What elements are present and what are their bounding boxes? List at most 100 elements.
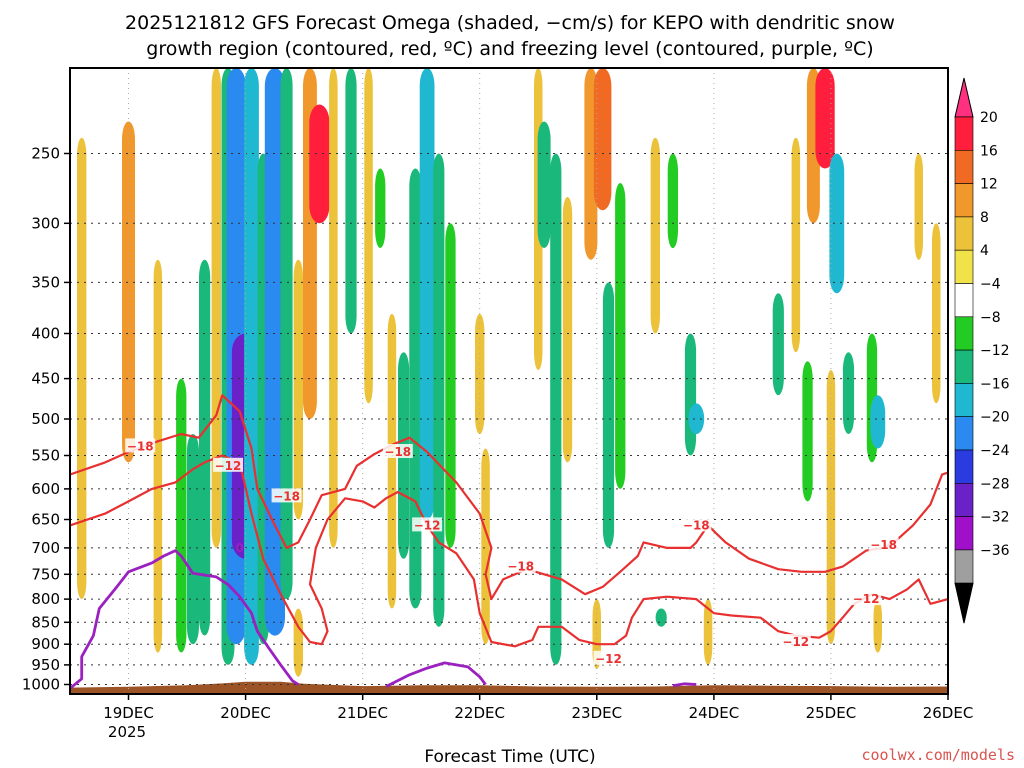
dgz-label-bg xyxy=(125,438,156,453)
omega-shade-region xyxy=(826,370,836,645)
omega-shade-region xyxy=(703,599,713,665)
colorbar-swatch xyxy=(954,349,974,384)
omega-shade-region xyxy=(802,361,813,502)
dgz-contour-label: −18 xyxy=(870,538,897,552)
freezing-contour-label: 0 xyxy=(236,541,244,555)
dgz-contour-label: −12 xyxy=(215,459,242,473)
omega-shade-region xyxy=(293,259,303,520)
plot-area: −18 −12 −18 −18 −12 −18 −12 −18 −12 −18 −12 0 xyxy=(69,67,949,695)
omega-shade-region xyxy=(345,68,357,334)
dgz-label-bg xyxy=(505,558,536,573)
dgz-contour-label: −12 xyxy=(853,592,880,606)
dgz-label-bg xyxy=(382,444,413,458)
omega-shade-region xyxy=(293,608,303,677)
omega-shade-region xyxy=(387,313,397,609)
colorbar-swatch xyxy=(954,549,974,584)
colorbar-swatch xyxy=(954,316,974,351)
x-tick-label: 21DEC xyxy=(337,704,388,722)
omega-shade-region xyxy=(176,378,187,653)
y-tick-label: 1000 xyxy=(22,676,60,694)
omega-shade-region xyxy=(593,68,612,211)
omega-shade-region xyxy=(688,403,705,435)
y-tick-label: 400 xyxy=(31,325,60,343)
omega-shade-region xyxy=(445,223,456,548)
omega-shade-region xyxy=(186,434,199,645)
dgz-label-bg xyxy=(271,488,302,503)
omega-shade-region xyxy=(815,68,835,169)
colorbar-label: −8 xyxy=(980,310,1001,326)
colorbar-label: −24 xyxy=(980,443,1010,459)
colorbar-swatch xyxy=(954,383,974,417)
contour-labels: −18 −12 −18 −18 −12 −18 −12 −18 −12 −18 −12 0 xyxy=(125,438,899,666)
x-tick-label: 23DEC xyxy=(572,704,623,722)
dgz-label-bg xyxy=(780,634,811,648)
terrain-fill xyxy=(70,681,948,694)
y-axis: 250 300 350 400 450 500 550 600 650 700 750 800 850 9… xyxy=(22,145,70,694)
dgz-label-bg xyxy=(681,517,712,532)
dgz-label-bg xyxy=(593,650,624,665)
colorbar-swatch xyxy=(954,516,974,551)
y-tick-label: 700 xyxy=(31,539,60,557)
omega-shade-region xyxy=(667,153,678,249)
y-tick-label: 300 xyxy=(31,214,60,232)
credit-text: coolwx.com/models xyxy=(861,746,1015,764)
freezing-level-contour xyxy=(672,682,697,688)
colorbar-label: −32 xyxy=(980,510,1010,526)
colorbar-swatch xyxy=(954,150,974,184)
dgz-contour-label: −18 xyxy=(507,560,534,574)
colorbar-swatch xyxy=(954,416,974,451)
omega-shade-region xyxy=(153,259,163,653)
dgz-contour-label: −18 xyxy=(683,518,710,532)
x-tick-label: 19DEC xyxy=(103,704,154,722)
y-tick-label: 650 xyxy=(31,511,60,529)
y-tick-label: 550 xyxy=(31,447,60,465)
colorbar-swatch xyxy=(954,216,974,251)
omega-shade-region xyxy=(655,608,667,627)
dgz-contour-label: −12 xyxy=(595,652,622,666)
omega-shade-region xyxy=(419,68,435,520)
omega-shade-region xyxy=(244,68,259,665)
y-tick-label: 750 xyxy=(31,565,60,583)
omega-shade-region xyxy=(615,183,626,489)
omega-shade-region xyxy=(870,395,886,449)
colorbar-swatch xyxy=(954,283,974,318)
y-tick-label: 250 xyxy=(31,145,60,163)
dgz-contour-line xyxy=(70,394,948,601)
colorbar-swatch xyxy=(954,482,974,517)
colorbar-label: 8 xyxy=(980,210,989,226)
colorbar-label: −4 xyxy=(980,277,1001,293)
omega-shade-region xyxy=(309,104,330,224)
colorbar-label: 4 xyxy=(980,243,989,259)
dgz-label-bg xyxy=(868,537,899,552)
colorbar-swatch xyxy=(954,249,974,284)
y-tick-label: 600 xyxy=(31,480,60,498)
omega-shade-region xyxy=(199,259,211,636)
x-tick-label: 20DEC xyxy=(220,704,271,722)
colorbar-label: −12 xyxy=(980,343,1010,359)
colorbar-label: −16 xyxy=(980,376,1010,392)
colorbar-label: −28 xyxy=(980,476,1010,492)
omega-shade-region xyxy=(914,153,923,260)
x-tick-label: 25DEC xyxy=(806,704,857,722)
colorbar-label: 12 xyxy=(980,177,998,193)
chart-title-line-1: 2025121812 GFS Forecast Omega (shaded, −… xyxy=(125,12,895,34)
freezing-level-contour xyxy=(385,661,487,688)
omega-shade-region xyxy=(842,352,855,434)
dgz-label-bg xyxy=(851,591,882,606)
omega-shade-region xyxy=(873,599,882,653)
x-tick-label: 24DEC xyxy=(689,704,740,722)
omega-shade-region xyxy=(829,153,845,294)
x-axis: 19DEC 20DEC 21DEC 22DEC 23DEC 24DEC 25DEC 26DEC xyxy=(103,694,973,722)
colorbar-swatch xyxy=(954,449,974,484)
plot-frame xyxy=(69,67,949,695)
dgz-contour-label: −18 xyxy=(127,439,154,453)
omega-shade-region xyxy=(537,121,551,248)
x-axis-year-label: 2025 xyxy=(108,723,146,741)
colorbar-label: 20 xyxy=(980,110,998,126)
x-axis-title: Forecast Time (UTC) xyxy=(424,747,595,767)
colorbar-swatch xyxy=(954,116,974,151)
omega-shade-region xyxy=(122,121,135,463)
y-tick-label: 500 xyxy=(31,410,60,428)
omega-shade-region xyxy=(375,168,386,248)
